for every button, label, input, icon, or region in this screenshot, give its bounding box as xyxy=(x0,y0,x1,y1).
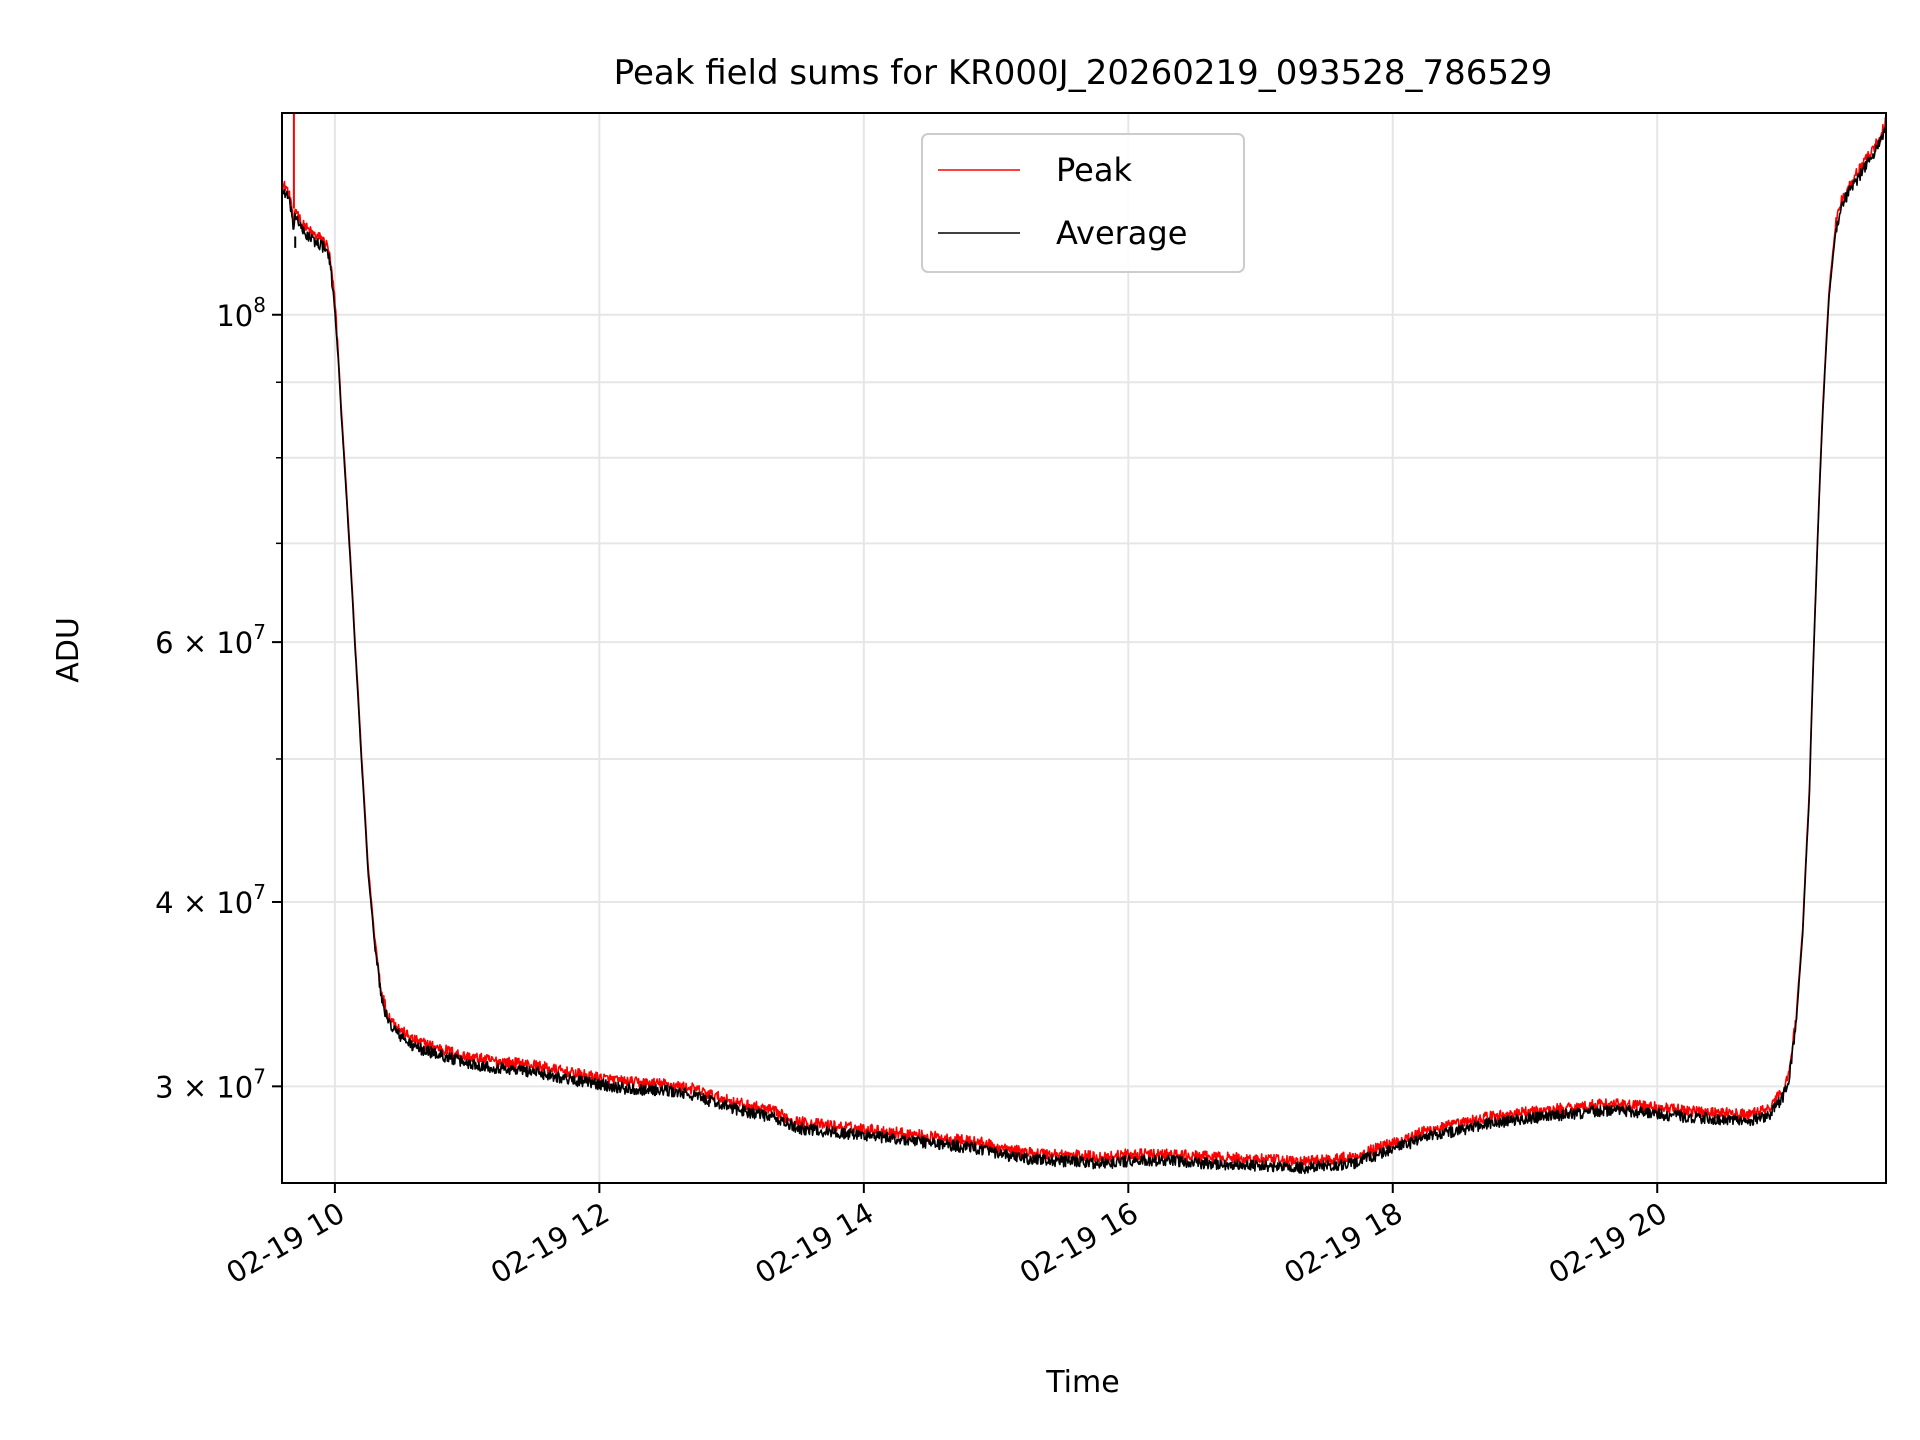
legend-label-peak: Peak xyxy=(1056,151,1132,189)
y-tick-base: 10 xyxy=(216,299,253,333)
series-group xyxy=(282,113,1886,1175)
y-axis-label: ADU xyxy=(51,617,86,683)
y-tick-base: 4 × 10 xyxy=(155,886,253,920)
axes-frame xyxy=(281,112,1887,1184)
y-tick-exponent: 7 xyxy=(253,880,266,904)
legend-label-average: Average xyxy=(1056,214,1187,252)
y-tick-base: 6 × 10 xyxy=(155,626,253,660)
y-tick-exponent: 7 xyxy=(253,1064,266,1088)
y-tick-exponent: 8 xyxy=(253,293,266,317)
y-tick-label: 108 xyxy=(216,293,266,333)
x-axis-label: Time xyxy=(1045,1365,1119,1400)
series-line-average xyxy=(282,126,1886,1175)
chart-title: Peak field sums for KR000J_20260219_0935… xyxy=(614,53,1553,93)
legend-box xyxy=(921,133,1245,273)
y-tick-label: 3 × 107 xyxy=(155,1064,266,1104)
y-tick-base: 3 × 10 xyxy=(155,1070,253,1104)
y-tick-exponent: 7 xyxy=(253,620,266,644)
legend: Peak Average xyxy=(921,133,1245,273)
grid-lines xyxy=(282,113,1886,1183)
y-tick-label: 4 × 107 xyxy=(155,880,266,920)
y-tick-label: 6 × 107 xyxy=(155,620,266,660)
